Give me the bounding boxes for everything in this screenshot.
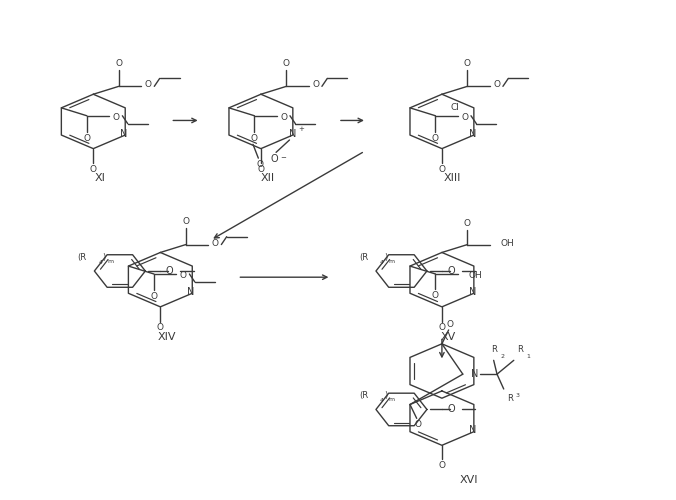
Text: O: O bbox=[150, 292, 158, 301]
Text: ): ) bbox=[384, 252, 387, 262]
Text: N: N bbox=[289, 128, 297, 138]
Text: N: N bbox=[471, 369, 478, 379]
Text: O: O bbox=[493, 80, 500, 90]
Text: 3: 3 bbox=[516, 393, 520, 398]
Text: OH: OH bbox=[468, 271, 482, 280]
Text: N: N bbox=[187, 287, 195, 297]
Text: OH: OH bbox=[500, 238, 514, 248]
Text: O: O bbox=[439, 460, 445, 469]
Text: O: O bbox=[448, 266, 455, 276]
Text: N: N bbox=[120, 128, 128, 138]
Text: 4: 4 bbox=[380, 260, 384, 264]
Text: m: m bbox=[389, 258, 395, 264]
Text: m: m bbox=[389, 397, 395, 402]
Text: XII: XII bbox=[260, 174, 274, 184]
Text: ): ) bbox=[103, 252, 105, 262]
Text: (R: (R bbox=[359, 391, 368, 400]
Text: O: O bbox=[432, 134, 439, 143]
Text: 4: 4 bbox=[380, 398, 384, 403]
Text: −: − bbox=[280, 156, 286, 162]
Text: O: O bbox=[312, 80, 319, 90]
Text: m: m bbox=[107, 258, 114, 264]
Text: O: O bbox=[183, 218, 189, 226]
Text: N: N bbox=[469, 425, 476, 435]
Text: O: O bbox=[157, 323, 164, 332]
Text: O: O bbox=[414, 420, 422, 429]
Text: O: O bbox=[116, 59, 122, 68]
Text: 2: 2 bbox=[500, 354, 504, 360]
Text: O: O bbox=[464, 59, 471, 68]
Text: O: O bbox=[83, 134, 91, 143]
Text: N: N bbox=[469, 287, 476, 297]
Text: R: R bbox=[507, 394, 513, 403]
Text: O: O bbox=[432, 290, 439, 300]
Text: XI: XI bbox=[95, 174, 105, 184]
Text: O: O bbox=[271, 154, 279, 164]
Text: O: O bbox=[283, 59, 290, 68]
Text: O: O bbox=[180, 271, 187, 280]
Text: 1: 1 bbox=[526, 354, 530, 360]
Text: O: O bbox=[439, 323, 445, 332]
Text: R: R bbox=[517, 346, 523, 354]
Text: O: O bbox=[464, 219, 471, 228]
Text: R: R bbox=[491, 346, 497, 354]
Text: O: O bbox=[448, 404, 455, 414]
Text: O: O bbox=[166, 266, 174, 276]
Text: XVI: XVI bbox=[460, 475, 478, 485]
Text: (R: (R bbox=[359, 252, 368, 262]
Text: XV: XV bbox=[441, 332, 456, 342]
Text: O: O bbox=[145, 80, 152, 90]
Text: Cl: Cl bbox=[450, 104, 459, 112]
Text: O: O bbox=[446, 320, 454, 328]
Text: O: O bbox=[258, 165, 264, 174]
Text: (R: (R bbox=[77, 252, 87, 262]
Text: O: O bbox=[90, 165, 97, 174]
Text: +: + bbox=[298, 126, 304, 132]
Text: O: O bbox=[212, 238, 219, 248]
Text: 4: 4 bbox=[99, 260, 102, 264]
Text: ): ) bbox=[384, 391, 387, 400]
Text: O: O bbox=[256, 160, 263, 168]
Text: O: O bbox=[251, 134, 258, 143]
Text: XIV: XIV bbox=[158, 332, 176, 342]
Text: O: O bbox=[462, 112, 468, 122]
Text: O: O bbox=[281, 112, 287, 122]
Text: O: O bbox=[439, 165, 445, 174]
Text: N: N bbox=[469, 128, 476, 138]
Text: XIII: XIII bbox=[443, 174, 460, 184]
Text: O: O bbox=[113, 112, 120, 122]
